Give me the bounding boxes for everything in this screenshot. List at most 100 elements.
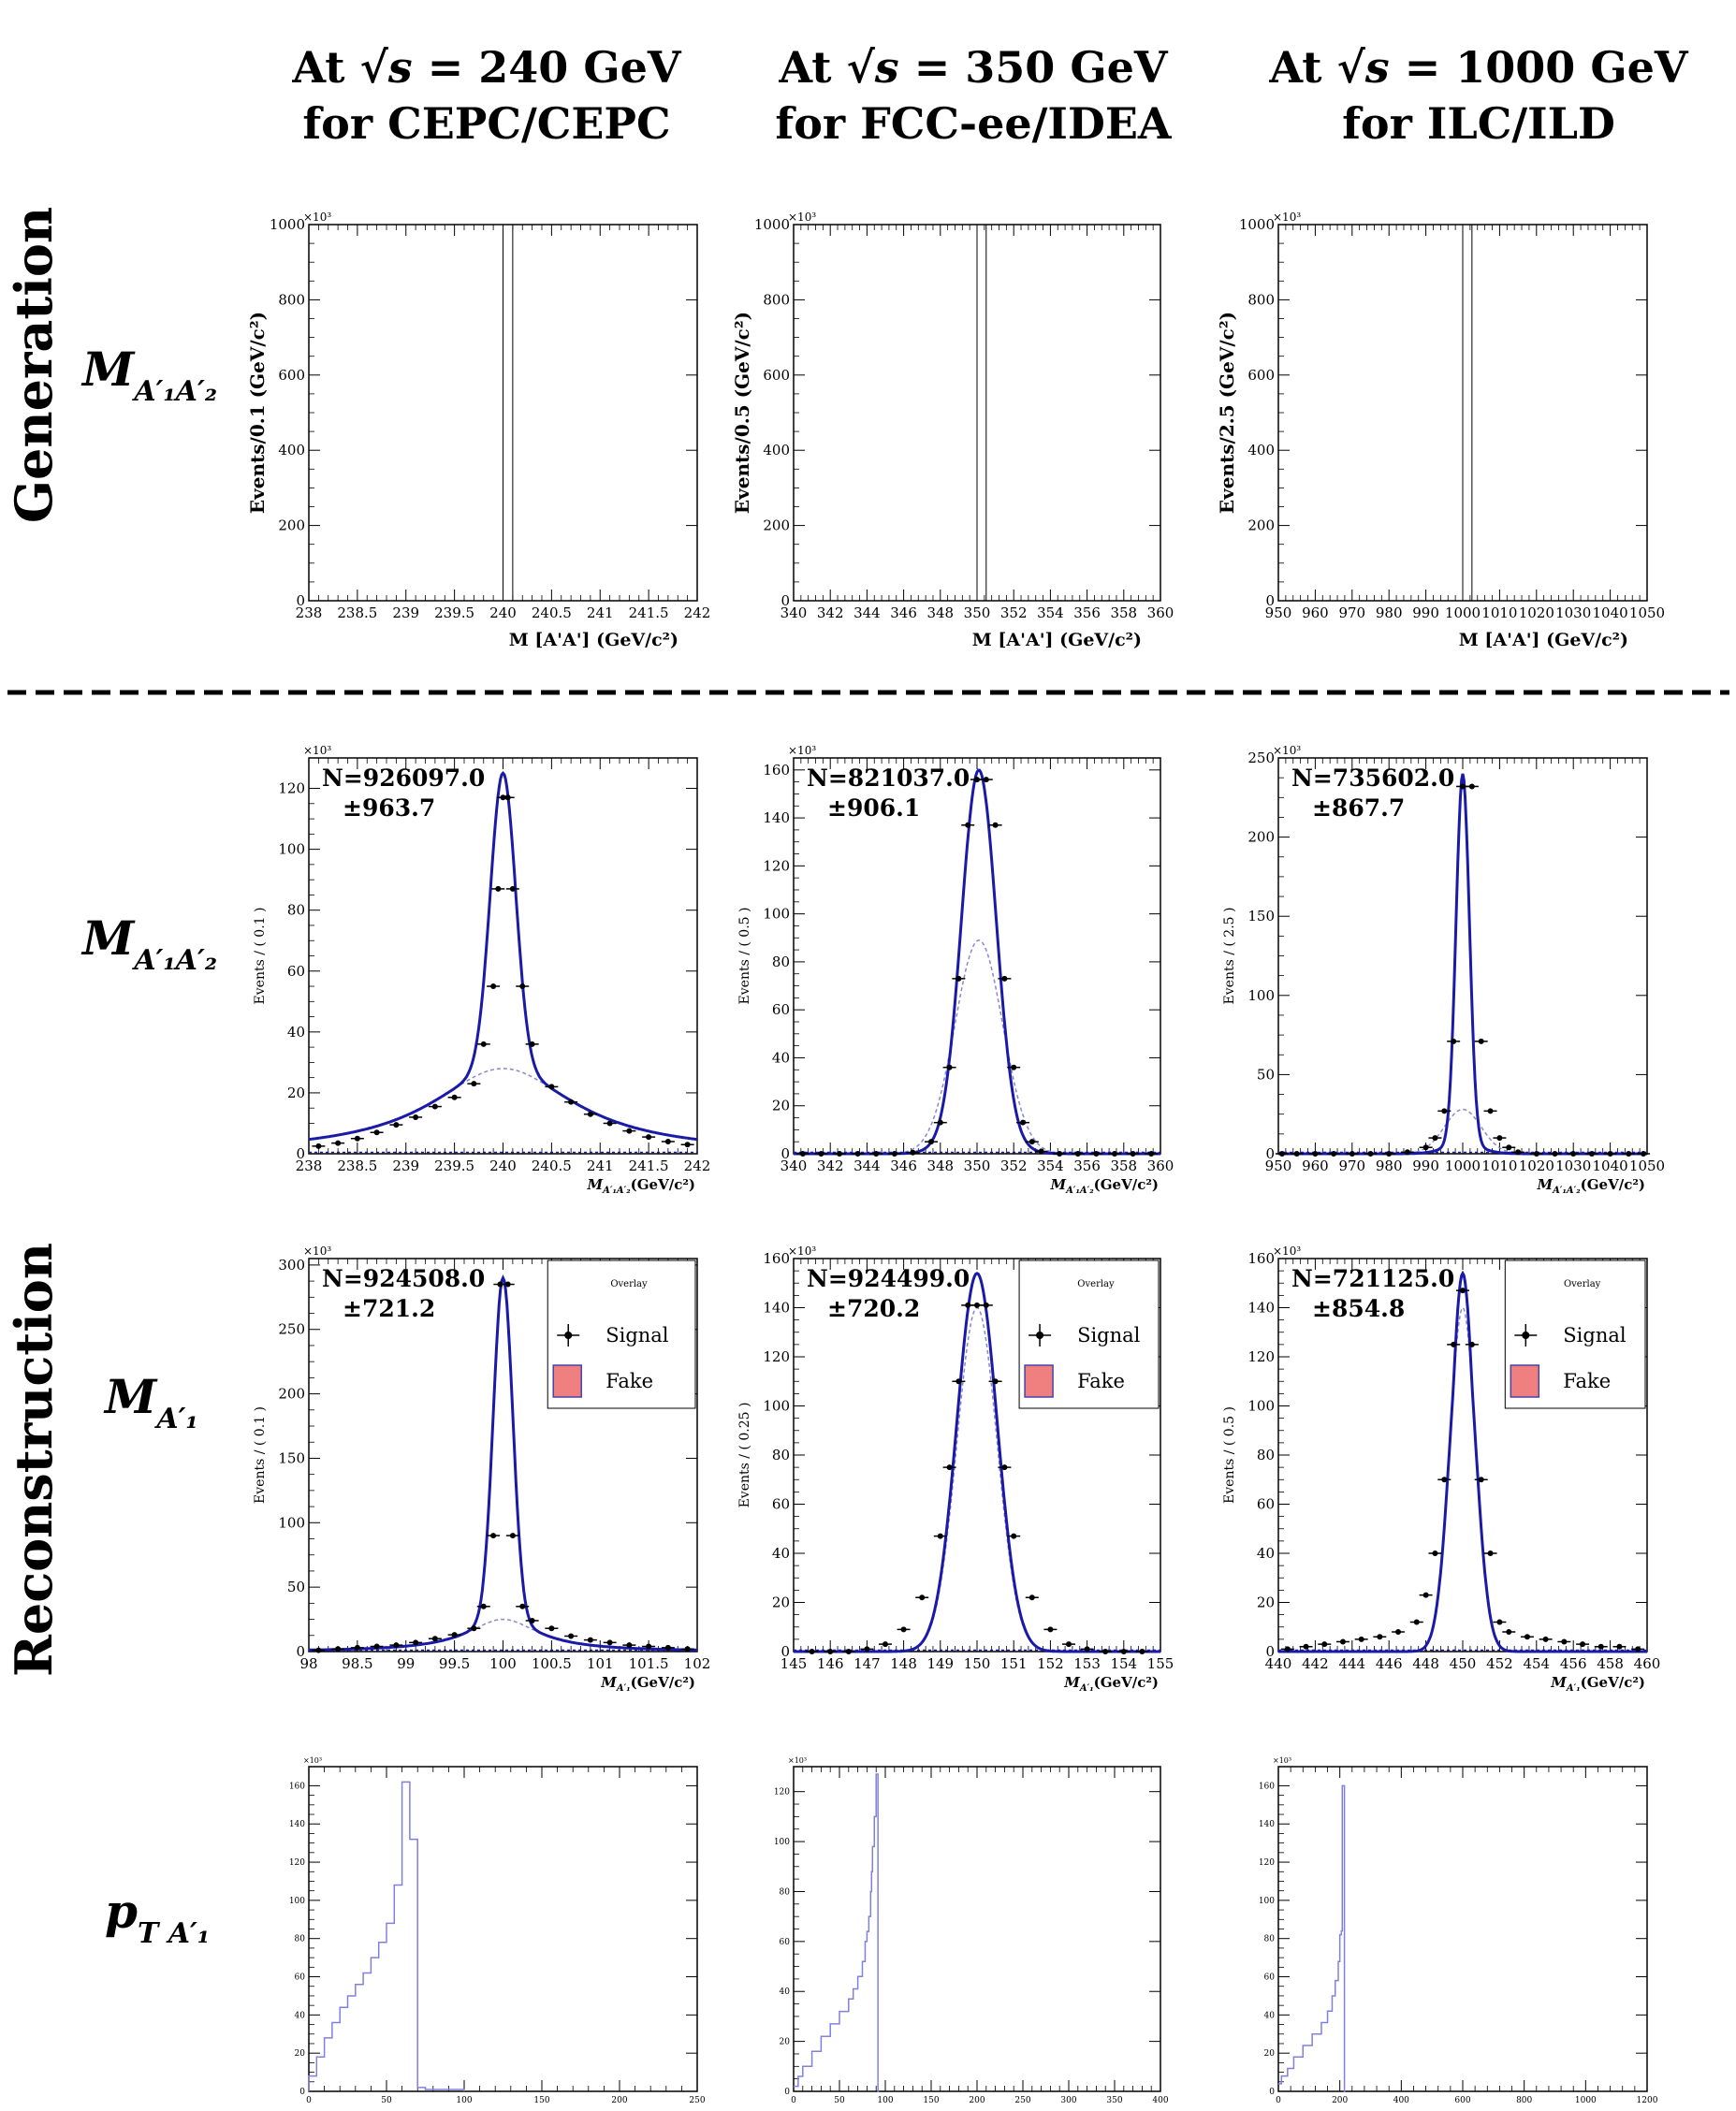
header-energy: = 350 GeV — [899, 42, 1169, 93]
x-tick-label: 145 — [780, 1655, 808, 1672]
x-axis-label: MA′₁(GeV/c²) — [1063, 1674, 1159, 1694]
x-axis-label: MA′₁A′₂(GeV/c²) — [1536, 1176, 1645, 1196]
y-tick-label: 250 — [1247, 750, 1275, 766]
x-tick-label: 149 — [926, 1655, 954, 1672]
data-point — [946, 1064, 953, 1070]
x-tick-label: 148 — [890, 1655, 917, 1672]
data-point — [587, 1637, 593, 1643]
x-tick-label: 960 — [1302, 1157, 1329, 1174]
data-point — [626, 1642, 633, 1649]
x-tick-label: 970 — [1338, 604, 1365, 621]
axis-exponent: ×10³ — [788, 744, 816, 757]
data-point — [1441, 1477, 1448, 1483]
x-tick-label: 98 — [299, 1655, 317, 1672]
y-tick-label: 40 — [287, 1024, 305, 1041]
data-point — [992, 1378, 999, 1385]
x-tick-label: 1050 — [1629, 604, 1665, 621]
data-point — [1358, 1636, 1364, 1642]
x-tick-label: 980 — [1376, 604, 1403, 621]
y-tick-label: 120 — [774, 1788, 790, 1798]
axis-exponent: ×10³ — [1273, 744, 1301, 757]
column-header-350: At √s = 350 GeV for FCC-ee/IDEA — [775, 42, 1172, 149]
y-tick-label: 60 — [1257, 1496, 1275, 1513]
x-tick-label: 242 — [684, 1157, 711, 1174]
stat-error: ±721.2 — [343, 1295, 435, 1322]
data-point — [490, 983, 497, 990]
x-tick-label: 342 — [817, 604, 844, 621]
data-point — [509, 885, 516, 892]
header-prefix: At — [1268, 42, 1336, 93]
y-tick-label: 100 — [763, 1398, 790, 1415]
data-point — [799, 1151, 806, 1157]
data-point — [1451, 1038, 1457, 1044]
x-tick-label: 1010 — [1481, 1157, 1517, 1174]
y-tick-label: 40 — [1257, 1545, 1275, 1562]
y-tick-label: 80 — [287, 902, 305, 919]
chart-pt_1000: 0 200 400 600 800 1000 1200 0 20 40 60 80 100 120 140 1… — [1259, 1756, 1658, 2111]
y-tick-label: 120 — [1247, 1348, 1275, 1365]
x-tick-label: 1020 — [1519, 604, 1554, 621]
chart-pt_350: 0 50 100 150 200 250 300 350 400 0 20 40 60 80 100 120 ×… — [774, 1756, 1169, 2111]
plot-frame — [308, 1766, 698, 2092]
charts-group: 238 238.5 239 239.5 240 240.5 241 241.5 24202004… — [246, 211, 1665, 2111]
chart-pt_240: 0 50 100 150 200 250 0 20 40 60 80 100 120 140 160 ×10³… — [289, 1756, 706, 2111]
axis-exponent: ×10³ — [1273, 211, 1301, 224]
y-tick-label: 200 — [1247, 829, 1275, 846]
x-tick-label: 239.5 — [434, 1157, 474, 1174]
header-subtitle: for CEPC/CEPC — [302, 98, 670, 149]
x-tick-label: 151 — [1000, 1655, 1028, 1672]
x-tick-label: 241 — [587, 1157, 614, 1174]
x-tick-label: 200 — [611, 2096, 627, 2105]
y-tick-label: 50 — [287, 1579, 305, 1595]
x-tick-label: 960 — [1302, 604, 1329, 621]
data-point — [1506, 1629, 1512, 1635]
x-tick-label: 98.5 — [342, 1655, 372, 1672]
y-tick-label: 160 — [1259, 1782, 1275, 1791]
y-tick-label: 100 — [1259, 1897, 1275, 1906]
x-tick-label: 350 — [964, 1157, 991, 1174]
axis-exponent: ×10³ — [788, 1245, 816, 1258]
x-tick-label: 101.5 — [629, 1655, 669, 1672]
x-tick-label: 800 — [1516, 2096, 1532, 2105]
data-point — [1468, 783, 1475, 790]
x-tick-label: 460 — [1634, 1655, 1661, 1672]
y-tick-label: 140 — [763, 1300, 790, 1317]
data-point — [373, 1643, 380, 1650]
y-tick-label: 140 — [289, 1820, 305, 1829]
data-point — [1468, 1341, 1475, 1347]
y-tick-label: 120 — [763, 1348, 790, 1365]
data-point — [451, 1094, 458, 1100]
x-tick-label: 340 — [780, 604, 808, 621]
y-tick-label: 600 — [1247, 367, 1275, 384]
legend-fake-label: Fake — [1563, 1370, 1611, 1392]
data-point — [606, 1639, 613, 1646]
data-point — [956, 975, 962, 982]
y-tick-label: 60 — [772, 1001, 790, 1018]
x-tick-label: 980 — [1376, 1157, 1403, 1174]
x-tick-label: 346 — [890, 1157, 917, 1174]
data-point — [1616, 1643, 1623, 1650]
x-tick-label: 442 — [1302, 1655, 1329, 1672]
y-tick-label: 120 — [289, 1858, 305, 1868]
data-point — [1597, 1643, 1604, 1650]
x-tick-label: 348 — [926, 604, 954, 621]
data-point — [1561, 1638, 1568, 1645]
x-tick-label: 238 — [296, 1157, 323, 1174]
data-point — [684, 1646, 691, 1652]
data-point — [1011, 1533, 1017, 1539]
x-tick-label: 454 — [1523, 1655, 1550, 1672]
y-tick-label: 300 — [278, 1257, 305, 1274]
data-point — [937, 1533, 943, 1539]
y-tick-label: 0 — [299, 2088, 305, 2097]
y-tick-label: 1000 — [1239, 216, 1275, 233]
x-tick-label: 1040 — [1593, 1157, 1628, 1174]
x-tick-label: 1000 — [1445, 1157, 1481, 1174]
legend-signal-label: Signal — [1563, 1324, 1627, 1347]
data-point — [1432, 1135, 1438, 1142]
data-point — [883, 1641, 888, 1648]
stat-n: N=926097.0 — [322, 764, 485, 792]
legend-signal-marker — [1036, 1332, 1044, 1339]
x-tick-label: 102 — [684, 1655, 711, 1672]
y-tick-label: 60 — [772, 1496, 790, 1513]
y-tick-label: 20 — [780, 2038, 791, 2047]
